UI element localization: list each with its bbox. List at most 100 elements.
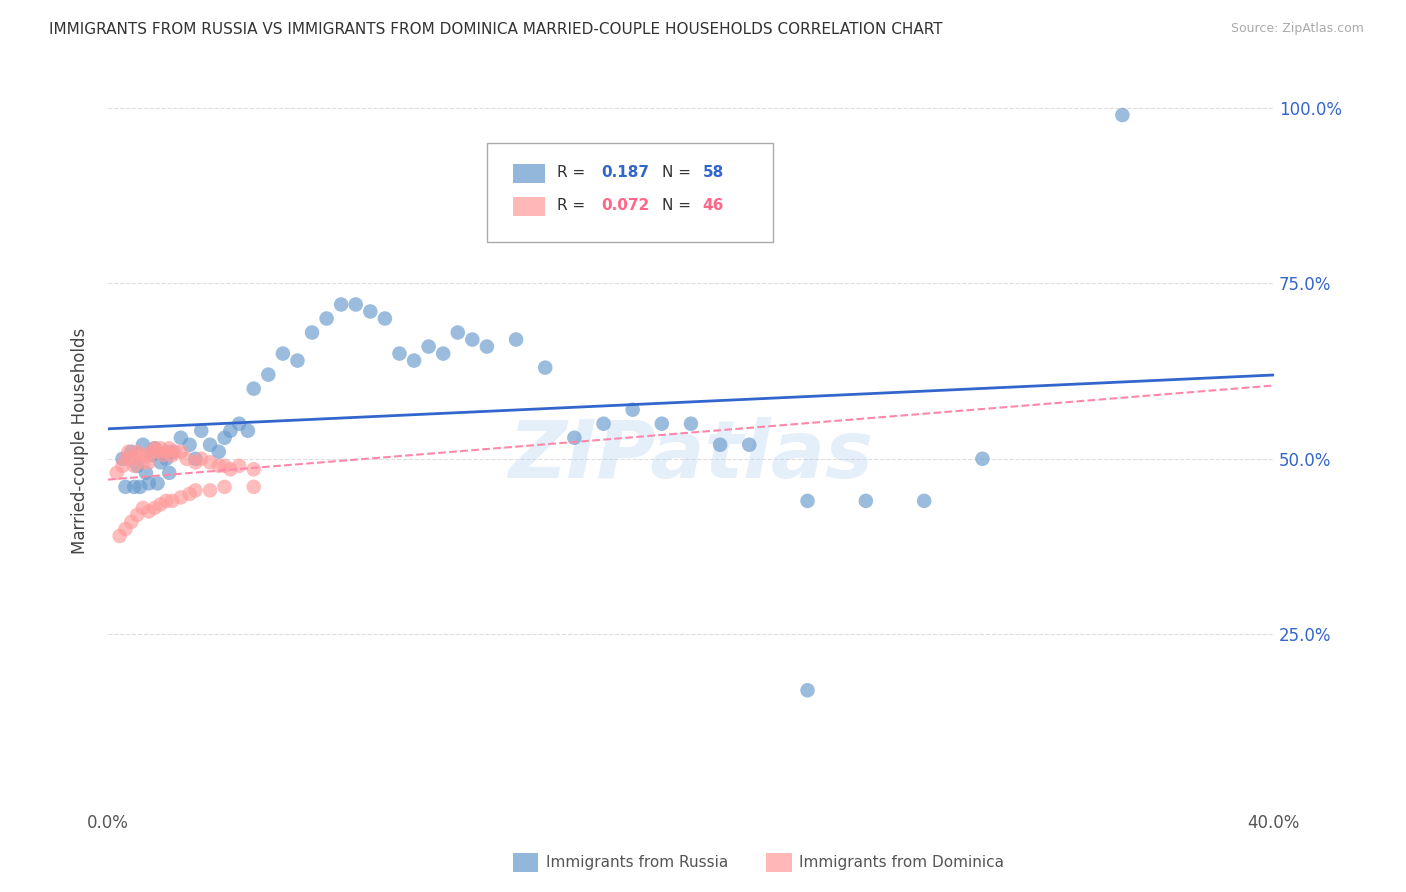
Point	[184, 483, 207, 498]
Point	[127, 508, 149, 522]
Point	[242, 480, 264, 494]
Point	[149, 455, 172, 469]
Text: Immigrants from Dominica: Immigrants from Dominica	[799, 855, 1004, 870]
Point	[117, 444, 139, 458]
Text: IMMIGRANTS FROM RUSSIA VS IMMIGRANTS FROM DOMINICA MARRIED-COUPLE HOUSEHOLDS COR: IMMIGRANTS FROM RUSSIA VS IMMIGRANTS FRO…	[49, 22, 943, 37]
Point	[122, 458, 145, 473]
Text: ZIPatlas: ZIPatlas	[509, 417, 873, 495]
Point	[141, 444, 163, 458]
Point	[287, 353, 309, 368]
Bar	[513, 163, 546, 183]
Point	[315, 311, 337, 326]
Point	[208, 458, 231, 473]
Point	[359, 304, 381, 318]
Point	[157, 466, 180, 480]
Point	[709, 438, 731, 452]
Point	[184, 451, 207, 466]
Point	[271, 346, 294, 360]
Point	[143, 500, 166, 515]
Point	[111, 458, 134, 473]
Point	[114, 451, 136, 466]
Point	[184, 455, 207, 469]
Point	[179, 438, 201, 452]
Text: Immigrants from Russia: Immigrants from Russia	[546, 855, 728, 870]
Point	[132, 438, 155, 452]
Point	[176, 451, 198, 466]
Point	[143, 442, 166, 456]
Text: 0.187: 0.187	[602, 165, 650, 180]
Point	[114, 480, 136, 494]
Point	[214, 458, 236, 473]
Point	[135, 466, 157, 480]
Point	[301, 326, 323, 340]
Point	[198, 455, 221, 469]
Point	[242, 462, 264, 476]
Point	[214, 431, 236, 445]
Point	[155, 444, 177, 458]
Point	[122, 480, 145, 494]
Point	[214, 480, 236, 494]
Point	[163, 444, 186, 458]
Text: 46: 46	[703, 198, 724, 213]
Point	[651, 417, 673, 431]
Point	[219, 462, 242, 476]
Point	[855, 494, 877, 508]
Point	[138, 504, 160, 518]
Point	[143, 442, 166, 456]
Point	[796, 494, 818, 508]
Point	[418, 340, 440, 354]
Point	[105, 466, 128, 480]
Point	[534, 360, 557, 375]
Point	[160, 494, 183, 508]
Point	[120, 444, 142, 458]
Point	[461, 333, 484, 347]
Point	[129, 448, 152, 462]
Point	[120, 515, 142, 529]
Point	[242, 382, 264, 396]
Point	[157, 442, 180, 456]
Point	[257, 368, 280, 382]
Point	[108, 529, 131, 543]
Point	[190, 424, 212, 438]
Point	[127, 458, 149, 473]
Point	[388, 346, 411, 360]
Point	[152, 448, 174, 462]
Point	[146, 476, 169, 491]
Point	[1111, 108, 1133, 122]
Text: 0.072: 0.072	[602, 198, 650, 213]
Point	[228, 458, 250, 473]
Point	[475, 340, 498, 354]
Point	[135, 448, 157, 462]
Point	[208, 444, 231, 458]
Point	[155, 451, 177, 466]
Point	[796, 683, 818, 698]
Point	[179, 487, 201, 501]
Point	[127, 444, 149, 458]
Point	[219, 424, 242, 438]
Point	[170, 431, 193, 445]
Point	[330, 297, 353, 311]
Point	[149, 442, 172, 456]
Point	[120, 451, 142, 466]
Point	[132, 500, 155, 515]
Bar	[513, 197, 546, 216]
Text: N =: N =	[662, 165, 690, 180]
Point	[198, 483, 221, 498]
Point	[114, 522, 136, 536]
Point	[592, 417, 614, 431]
Point	[170, 491, 193, 505]
Point	[160, 444, 183, 458]
Point	[146, 444, 169, 458]
FancyBboxPatch shape	[486, 143, 772, 243]
Point	[141, 448, 163, 462]
Point	[228, 417, 250, 431]
Text: R =: R =	[557, 198, 585, 213]
Point	[621, 402, 644, 417]
Point	[912, 494, 935, 508]
Point	[190, 451, 212, 466]
Point	[236, 424, 259, 438]
Point	[198, 438, 221, 452]
Point	[111, 451, 134, 466]
Point	[138, 476, 160, 491]
Point	[505, 333, 527, 347]
